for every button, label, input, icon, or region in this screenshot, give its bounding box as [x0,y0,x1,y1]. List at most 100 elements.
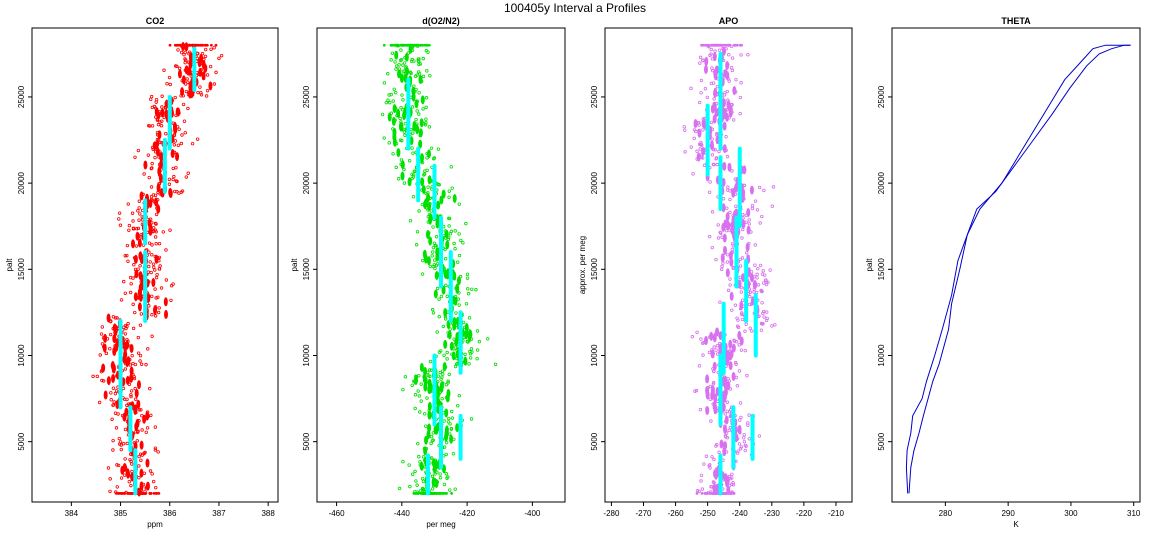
sample-point [154,242,158,246]
sample-point [457,303,461,307]
sample-point [146,347,150,351]
sample-point [173,189,177,194]
sample-point [740,298,745,302]
x-tick-label: -460 [329,509,346,518]
sample-point [743,448,747,453]
sample-point [153,235,158,239]
edge-point [425,43,429,47]
sample-point [703,86,708,91]
flight-point [134,269,139,279]
flight-point [722,245,727,255]
sample-point [761,269,765,273]
sample-point [108,346,112,351]
flight-point [122,462,127,472]
flight-point [463,356,468,366]
flight-point [436,200,441,210]
flight-point [443,339,448,349]
flight-point [143,160,148,170]
sample-point [431,311,436,315]
sample-point [416,389,420,393]
sample-point [728,277,732,281]
sample-point [740,256,745,260]
flight-point [443,307,448,317]
flight-point [468,329,473,339]
y-tick-label: 15000 [17,258,26,281]
sample-point [154,275,159,280]
edge-point [724,43,728,47]
x-tick-label: -280 [603,509,620,518]
sample-point [137,206,141,210]
sample-point [411,131,415,135]
edge-point [740,43,744,47]
sample-point [740,311,744,315]
panel-title: THETA [1001,16,1031,26]
y-tick-label: 5000 [302,432,311,450]
sample-point [389,58,393,62]
sample-point [416,57,421,61]
flight-point [428,236,433,246]
flight-point [721,222,726,232]
edge-point [210,43,213,47]
sample-point [150,166,154,170]
y-axis-label: palt [5,258,14,272]
sample-point [451,452,456,456]
sample-point [419,399,423,403]
sample-point [114,389,119,393]
sample-point [136,226,141,231]
sample-point [417,394,421,398]
flight-point [696,152,701,162]
sample-point [737,343,741,347]
sample-point [146,153,151,157]
y-tick-label: 20000 [17,171,26,194]
edge-point [735,43,739,47]
flight-point [139,191,144,201]
flight-point [164,99,169,109]
sample-point [741,213,745,217]
sample-point [150,334,154,338]
sample-point [148,260,152,264]
sample-point [175,179,179,183]
sample-point [131,326,136,331]
flight-point [413,375,418,385]
sample-point [705,95,710,100]
edge-point [704,43,708,47]
flight-point [709,141,714,151]
edge-point [695,491,699,495]
sample-point [205,73,210,77]
flight-point [139,468,144,478]
sample-point [164,278,169,282]
sample-point [739,445,744,449]
sample-point [130,353,134,358]
sample-point [715,343,720,348]
sample-point [446,475,450,479]
sample-point [699,479,703,483]
sample-point [109,391,113,395]
sample-point [138,452,143,456]
sample-point [151,262,156,266]
flight-point [111,363,116,373]
sample-point [168,82,172,87]
flight-point [731,371,736,381]
sample-point [441,324,446,329]
flight-point [112,323,117,333]
sample-point [398,58,403,63]
flight-point [181,75,186,85]
flight-point [444,432,449,442]
sample-point [743,329,747,333]
sample-point [728,425,732,430]
sample-point [416,441,420,446]
sample-point [430,487,435,491]
sample-point [426,50,430,54]
sample-point [765,310,769,314]
flight-point [464,330,469,340]
sample-point [382,81,387,85]
edge-point [168,43,172,47]
sample-point [131,276,135,280]
sample-point [747,218,751,222]
flight-point [180,87,185,97]
sample-point [697,364,702,368]
sample-point [148,386,152,391]
flight-point [721,98,726,108]
flight-point [710,349,715,359]
flight-point [420,177,425,187]
